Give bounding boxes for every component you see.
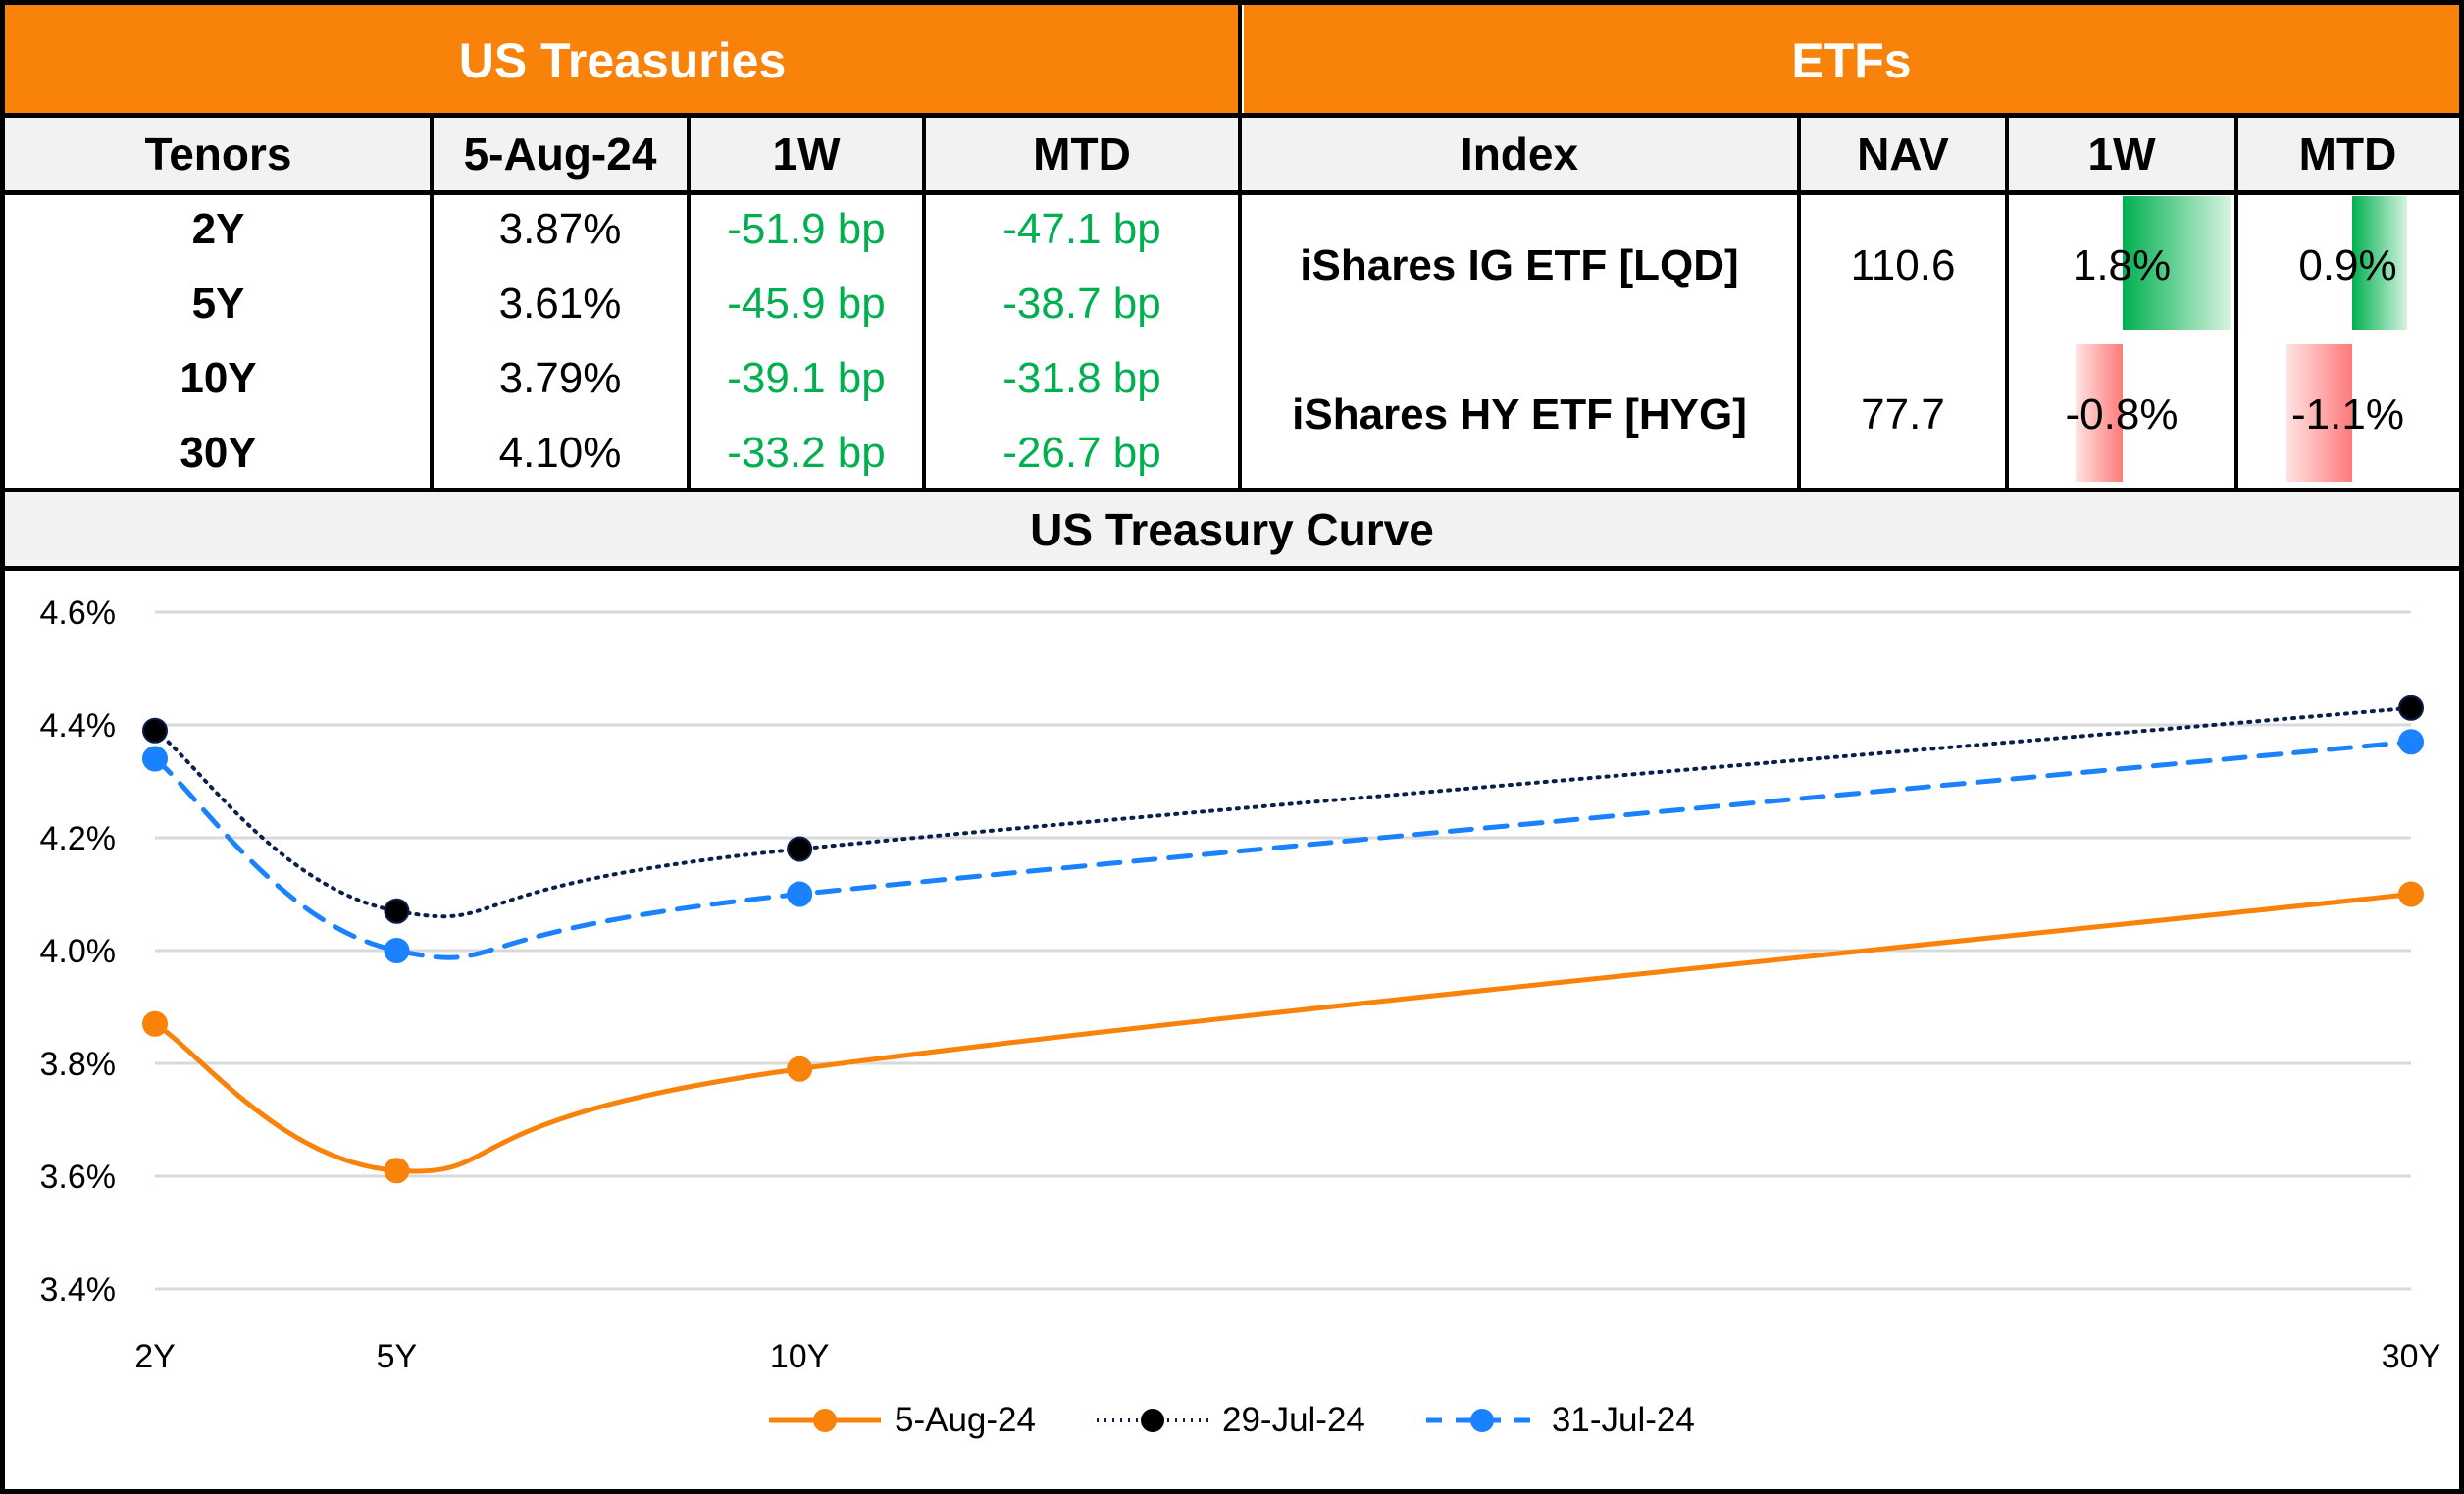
treasury-2y-change-1w: -51.9 bp	[727, 205, 886, 253]
treasury-5y-tenor: 5Y	[191, 280, 245, 328]
series-line-29-Jul-24	[153, 705, 2413, 919]
etfs-title: ETFs	[1791, 32, 1912, 88]
y-tick-label: 3.8%	[40, 1046, 117, 1083]
treasury-2y-yield: 3.87%	[498, 205, 622, 253]
curve-title-bar: US Treasury Curve	[5, 492, 2459, 566]
data-point-31-Jul-24-5Y	[384, 938, 410, 963]
treasury-30y-change-1w: -33.2 bp	[727, 429, 886, 477]
col-header-index: Index	[1460, 129, 1579, 180]
data-point-31-Jul-24-30Y	[2398, 729, 2424, 755]
treasury-2y-change-mtd: -47.1 bp	[1002, 205, 1161, 253]
y-tick-label: 4.2%	[40, 820, 117, 857]
legend-swatch-icon	[769, 1409, 881, 1432]
etf-lqd-index: iShares IG ETF [LQD]	[1300, 241, 1739, 289]
etf-lqd-nav: 110.6	[1850, 241, 1956, 289]
etf-hyg-nav: 77.7	[1861, 390, 1945, 438]
legend-label: 29-Jul-24	[1221, 1401, 1365, 1439]
legend-swatch-icon	[1096, 1409, 1208, 1432]
divider	[1238, 0, 1242, 490]
treasury-10y-change-mtd: -31.8 bp	[1002, 354, 1161, 402]
divider	[0, 190, 2464, 195]
treasury-30y-yield: 4.10%	[498, 429, 622, 477]
divider	[1797, 116, 1801, 490]
legend-item: 5-Aug-24	[765, 1401, 1036, 1440]
etf-lqd-1w: 1.8%	[2072, 241, 2172, 289]
etf-lqd-1w-bar	[2123, 196, 2231, 330]
legend-item: 31-Jul-24	[1422, 1401, 1695, 1440]
etf-lqd-mtd-bar	[2352, 196, 2407, 330]
divider	[0, 566, 2464, 571]
data-point-5-Aug-24-5Y	[384, 1158, 410, 1184]
treasury-5y-yield: 3.61%	[498, 280, 622, 328]
y-tick-label: 4.6%	[40, 594, 117, 632]
y-tick-label: 4.4%	[40, 707, 117, 745]
divider	[0, 488, 2464, 492]
chart-title: US Treasury Curve	[1030, 503, 1434, 555]
divider	[430, 116, 434, 490]
divider	[2234, 116, 2238, 490]
etf-hyg-mtd: -1.1%	[2291, 390, 2404, 438]
treasuries-header: US Treasuries	[5, 5, 1240, 116]
data-point-5-Aug-24-30Y	[2398, 881, 2424, 907]
divider	[2005, 116, 2009, 490]
col-header-nav: NAV	[1857, 129, 1949, 180]
series-line-5-Aug-24	[152, 892, 2414, 1174]
column-header-row	[5, 116, 2459, 192]
x-tick-label: 2Y	[134, 1338, 176, 1375]
col-header-etf-mtd: MTD	[2298, 129, 2397, 180]
col-header-etf-1w: 1W	[2087, 129, 2156, 180]
data-point-31-Jul-24-2Y	[142, 746, 168, 772]
etf-hyg-mtd-bar	[2286, 344, 2352, 482]
legend-swatch-icon	[1425, 1409, 1538, 1432]
col-header-1w: 1W	[772, 129, 841, 180]
data-point-29-Jul-24-5Y	[384, 898, 410, 924]
legend-label: 31-Jul-24	[1551, 1401, 1695, 1439]
treasury-5y-change-mtd: -38.7 bp	[1002, 280, 1161, 328]
data-point-29-Jul-24-30Y	[2398, 695, 2424, 721]
etfs-header: ETFs	[1244, 5, 2459, 116]
data-point-5-Aug-24-2Y	[142, 1010, 168, 1037]
col-header-tenors: Tenors	[144, 129, 292, 180]
legend-label: 5-Aug-24	[895, 1401, 1036, 1439]
etf-lqd-mtd: 0.9%	[2298, 241, 2397, 289]
col-header-mtd: MTD	[1033, 129, 1131, 180]
data-point-5-Aug-24-10Y	[787, 1056, 813, 1082]
treasury-2y-tenor: 2Y	[191, 205, 245, 253]
y-tick-label: 3.6%	[40, 1159, 117, 1196]
etf-hyg-index: iShares HY ETF [HYG]	[1292, 390, 1747, 438]
x-tick-label: 30Y	[2382, 1338, 2441, 1375]
y-tick-label: 3.4%	[40, 1271, 117, 1309]
treasury-30y-tenor: 30Y	[180, 429, 257, 477]
divider	[687, 116, 691, 490]
treasuries-title: US Treasuries	[458, 32, 787, 88]
col-header-date: 5-Aug-24	[463, 129, 657, 180]
etf-hyg-1w: -0.8%	[2065, 390, 2179, 438]
series-line-31-Jul-24	[152, 739, 2414, 960]
legend-item: 29-Jul-24	[1093, 1401, 1365, 1440]
x-tick-label: 5Y	[377, 1338, 418, 1375]
divider	[922, 116, 926, 490]
treasury-10y-change-1w: -39.1 bp	[727, 354, 886, 402]
divider	[0, 113, 2464, 118]
data-point-29-Jul-24-10Y	[787, 836, 813, 862]
x-tick-label: 10Y	[770, 1338, 830, 1375]
treasury-10y-yield: 3.79%	[498, 354, 622, 402]
data-point-31-Jul-24-10Y	[787, 881, 813, 907]
treasury-5y-change-1w: -45.9 bp	[727, 280, 886, 328]
treasury-30y-change-mtd: -26.7 bp	[1002, 429, 1161, 477]
etf-hyg-1w-bar	[2076, 344, 2123, 482]
y-tick-label: 4.0%	[40, 933, 117, 970]
chart-legend: 5-Aug-24 29-Jul-24 31-Jul-24	[765, 1393, 1746, 1448]
treasury-10y-tenor: 10Y	[180, 354, 257, 402]
data-point-29-Jul-24-2Y	[142, 717, 168, 744]
